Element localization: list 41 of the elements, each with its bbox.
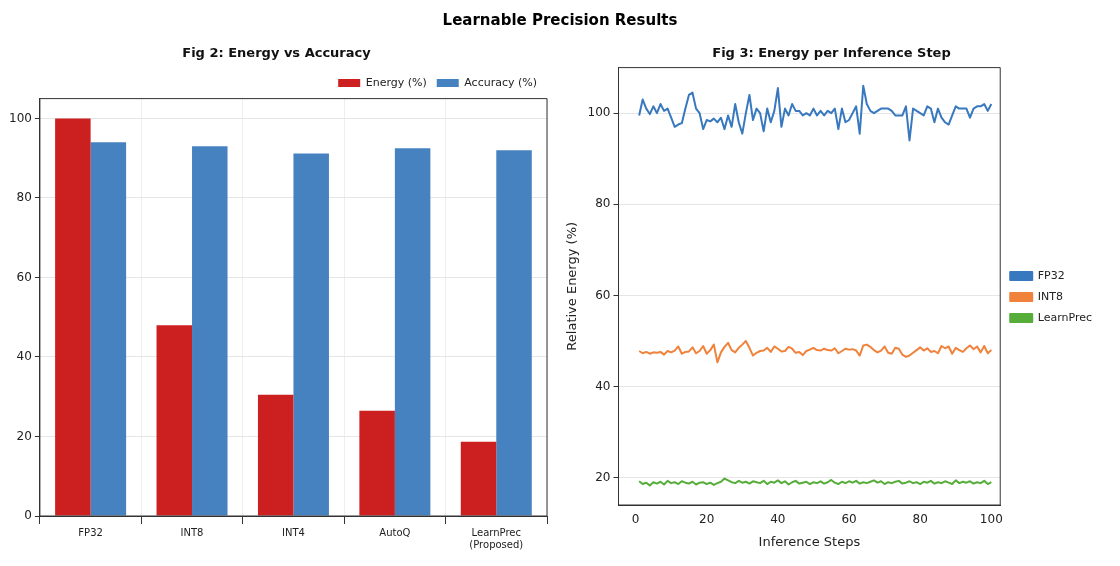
bar <box>192 146 228 516</box>
legend-label: Accuracy (%) <box>464 75 538 89</box>
bar <box>394 148 431 516</box>
x-tick-label: INT8 <box>180 526 204 538</box>
x-tick-label: LearnPrec (Proposed) <box>469 526 524 550</box>
x-tick-label: 80 <box>912 512 928 527</box>
chart-title: Fig 2: Energy vs Accuracy <box>182 45 372 61</box>
bar <box>293 153 329 516</box>
bar <box>55 118 91 516</box>
y-tick-label: 80 <box>16 190 32 205</box>
x-tick-label: 40 <box>770 512 786 527</box>
y-tick-label: 60 <box>16 269 32 284</box>
y-tick-label: 100 <box>587 105 611 120</box>
x-tick-label: INT4 <box>282 526 305 538</box>
x-axis-title: Inference Steps <box>758 533 861 549</box>
y-tick-label: 40 <box>595 378 611 393</box>
y-tick-label: 20 <box>16 428 32 443</box>
bar <box>257 394 294 516</box>
chart-title: Fig 3: Energy per Inference Step <box>712 45 951 61</box>
legend-label: LearnPrec <box>1037 310 1092 324</box>
y-tick-label: 20 <box>595 469 611 484</box>
y-tick-label: 80 <box>595 196 611 211</box>
x-tick-label: 60 <box>841 512 857 527</box>
x-tick-label: AutoQ <box>379 526 411 538</box>
bar <box>359 410 395 516</box>
x-tick-label: 100 <box>979 512 1003 527</box>
bar <box>90 142 127 516</box>
bar <box>460 441 497 516</box>
legend-label: Energy (%) <box>365 75 427 89</box>
bar <box>496 150 532 516</box>
text: Learnable Precision Results <box>441 10 679 31</box>
y-tick-label: 60 <box>595 287 611 302</box>
y-tick-label: 40 <box>16 349 32 364</box>
y-tick-label: 100 <box>9 110 32 125</box>
legend-label: INT8 <box>1037 289 1063 303</box>
legend-label: FP32 <box>1037 268 1065 282</box>
y-axis-title: Relative Energy (%) <box>564 221 580 351</box>
bar <box>156 325 193 516</box>
x-tick-label: 0 <box>631 512 640 527</box>
x-tick-label: FP32 <box>78 526 103 538</box>
x-tick-label: 20 <box>699 512 715 527</box>
